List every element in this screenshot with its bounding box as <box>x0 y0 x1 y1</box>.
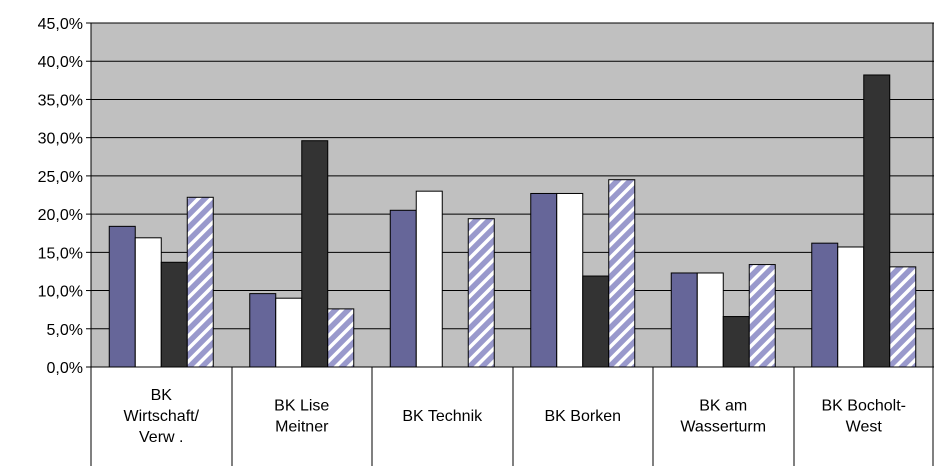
bar-series-3-category-5 <box>722 316 750 368</box>
x-category-label: BK am Wasserturm <box>680 398 766 436</box>
bar-series-4-category-5 <box>748 264 776 368</box>
bar-series-3-category-2 <box>301 140 329 368</box>
bar-series-2-category-3 <box>415 190 443 368</box>
y-tick-label: 30,0% <box>38 131 83 148</box>
axes <box>86 22 934 466</box>
y-tick-label: 35,0% <box>38 92 83 109</box>
bar-series-1-category-2 <box>249 293 277 368</box>
bar-series-1-category-1 <box>108 225 136 368</box>
bar-series-1-category-4 <box>530 192 558 368</box>
bar-series-2-category-1 <box>134 237 162 368</box>
bar-series-2-category-6 <box>837 246 865 368</box>
bar-series-4-category-2 <box>327 308 355 368</box>
bar-series-4-category-4 <box>608 179 636 368</box>
y-tick-label: 25,0% <box>38 169 83 186</box>
bar-series-3-category-6 <box>863 74 891 368</box>
y-tick-label: 5,0% <box>47 322 83 339</box>
x-category-label: BK Wirtschaft/Verw . <box>123 387 199 446</box>
x-category-label: BK Bocholt-West <box>822 398 906 436</box>
bar-series-4-category-3 <box>467 218 495 368</box>
bar-series-1-category-5 <box>670 272 698 368</box>
x-category-label: BK Lise Meitner <box>274 398 329 436</box>
plot-area-background <box>91 23 934 367</box>
y-tick-label: 10,0% <box>38 284 83 301</box>
bar-series-1-category-3 <box>389 209 417 368</box>
bar-series-4-category-1 <box>186 196 214 368</box>
bar-series-2-category-5 <box>696 272 724 368</box>
bar-series-3-category-4 <box>582 275 610 368</box>
y-axis-tick-labels: 0,0% 5,0% 10,0% 15,0% 20,0% 25,0% 30,0% 35,0% 40… <box>38 16 83 377</box>
y-tick-label: 15,0% <box>38 245 83 262</box>
y-tick-label: 0,0% <box>47 360 83 377</box>
bars <box>108 74 917 368</box>
x-category-label: BK Technik <box>402 408 483 425</box>
y-tick-label: 40,0% <box>38 54 83 71</box>
x-axis-category-labels: BK Wirtschaft/Verw . BK Lise Meitner BK Tech… <box>123 387 906 446</box>
y-tick-label: 45,0% <box>38 16 83 33</box>
bar-series-1-category-6 <box>811 242 839 368</box>
bar-series-3-category-1 <box>160 261 188 368</box>
y-tick-label: 20,0% <box>38 207 83 224</box>
x-category-label: BK Borken <box>545 408 621 425</box>
bar-series-4-category-6 <box>889 266 917 368</box>
bar-series-2-category-4 <box>556 192 584 368</box>
bar-series-2-category-2 <box>275 297 303 368</box>
